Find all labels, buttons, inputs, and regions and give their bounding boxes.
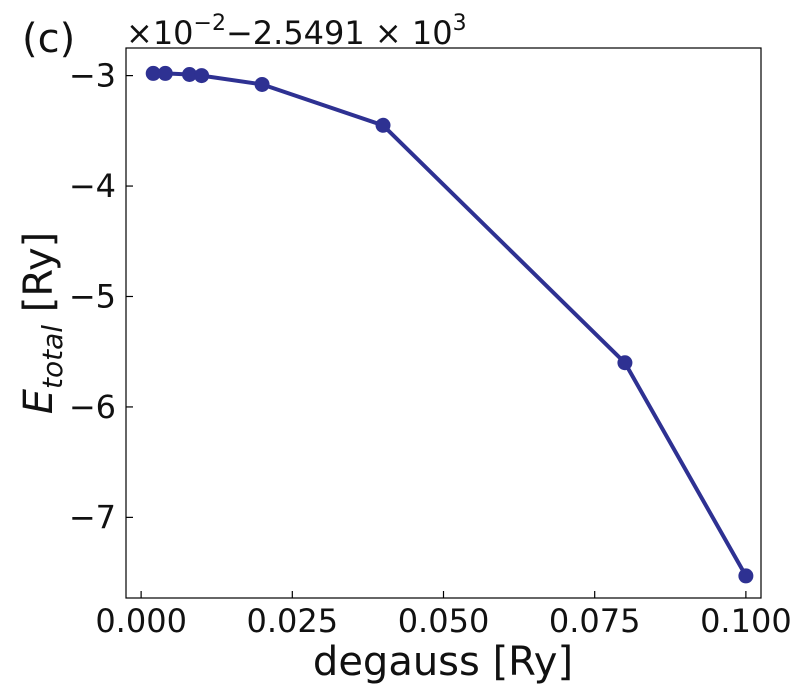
- data-point: [182, 67, 197, 83]
- y-axis-title: Etotal [Ry]: [16, 232, 69, 415]
- x-axis-title: degauss [Ry]: [313, 639, 573, 685]
- y-tick-label: −5: [69, 277, 116, 315]
- y-axis-unit: [16, 312, 62, 325]
- offset-exponent-1: −2: [194, 11, 226, 36]
- data-point: [157, 65, 173, 81]
- data-point: [194, 68, 210, 84]
- data-point: [145, 65, 161, 81]
- plot-frame: [125, 47, 762, 599]
- y-tick-label: −6: [69, 388, 116, 426]
- x-tick-label: 0.000: [95, 602, 187, 640]
- panel-label: (c): [22, 16, 75, 62]
- offset-middle: −2.5491 × 10: [226, 14, 453, 52]
- y-tick-label: −3: [69, 57, 116, 95]
- x-tick-label: 0.075: [549, 602, 641, 640]
- data-point: [738, 568, 754, 584]
- x-tick-label: 0.100: [700, 602, 792, 640]
- y-axis-unit-text: [Ry]: [16, 232, 62, 313]
- series-line: [153, 71, 748, 577]
- data-point: [254, 76, 270, 92]
- offset-exponent-2: 3: [453, 11, 467, 36]
- y-tick-label: −4: [69, 167, 116, 205]
- x-tick-label: 0.050: [398, 602, 490, 640]
- x-tick-label: 0.025: [247, 602, 339, 640]
- y-axis-symbol: E: [16, 388, 62, 414]
- data-point: [617, 355, 633, 371]
- data-point: [375, 117, 391, 133]
- y-axis-subscript: total: [36, 325, 69, 389]
- offset-times-ten: ×10: [126, 14, 194, 52]
- y-tick-label: −7: [69, 498, 116, 536]
- axis-offset-label: ×10−2−2.5491 × 103: [126, 11, 467, 52]
- plot-area: 0.000 0.025 0.050 0.075 0.100 −3 −4 −5 −6 −7: [69, 47, 792, 640]
